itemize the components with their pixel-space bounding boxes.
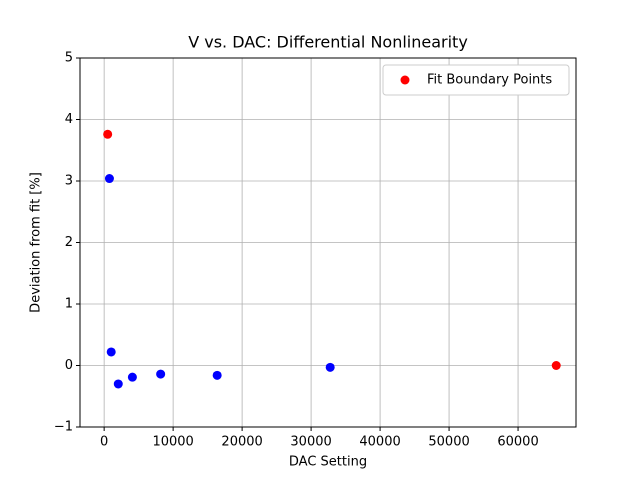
plot-frame (79, 57, 577, 428)
y-tick-label: −1 (54, 420, 73, 435)
point (212, 370, 222, 380)
point (156, 369, 166, 379)
point (113, 379, 123, 389)
x-tick-label: 30000 (290, 435, 331, 450)
y-tick-label: 0 (65, 358, 73, 373)
x-axis-label: DAC Setting (289, 455, 367, 470)
chart-title: V vs. DAC: Differential Nonlinearity (188, 33, 468, 52)
legend-label: Fit Boundary Points (427, 73, 552, 88)
x-tick-label: 0 (100, 435, 108, 450)
x-tick-label: 50000 (428, 435, 469, 450)
x-tick-label: 10000 (152, 435, 193, 450)
y-tick-label: 4 (65, 112, 73, 127)
point (106, 347, 116, 357)
y-tick-label: 1 (65, 297, 73, 312)
point (103, 129, 113, 139)
point (325, 362, 335, 372)
x-tick-label: 60000 (497, 435, 538, 450)
point (551, 361, 561, 370)
y-axis-label: Deviation from fit [%] (29, 172, 44, 313)
x-tick-label: 40000 (359, 435, 400, 450)
x-tick-label: 20000 (221, 435, 262, 450)
y-tick-label: 5 (65, 51, 73, 66)
legend-marker (400, 75, 410, 85)
y-tick-label: 2 (65, 235, 73, 250)
point (104, 174, 114, 184)
y-tick-label: 3 (65, 174, 73, 189)
point (127, 372, 137, 382)
legend-box (382, 64, 570, 96)
